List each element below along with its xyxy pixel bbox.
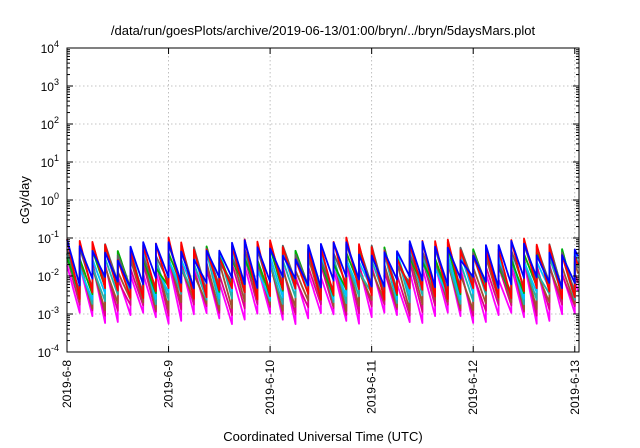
x-tick-label: 2019-6-10 (263, 360, 277, 415)
series-line (66, 259, 579, 325)
series-line (66, 236, 579, 301)
y-tick-label: 101 (41, 153, 59, 170)
x-tick-label: 2019-6-13 (568, 360, 582, 415)
x-tick-label: 2019-6-9 (162, 360, 176, 408)
chart-title: /data/run/goesPlots/archive/2019-06-13/0… (111, 23, 536, 38)
x-tick-label: 2019-6-12 (466, 360, 480, 415)
series-line (66, 239, 579, 289)
y-tick-labels: 10-4 10-3 10-2 10-1 100 101 102 103 104 (38, 39, 59, 360)
y-tick-label: 10-1 (38, 229, 59, 246)
y-tick-label: 103 (41, 77, 59, 94)
y-tick-label: 10-3 (38, 305, 59, 322)
series-layer (66, 236, 579, 325)
x-tick-label: 2019-6-8 (60, 360, 74, 408)
x-tick-label: 2019-6-11 (365, 360, 379, 414)
y-tick-label: 10-2 (38, 267, 59, 284)
y-tick-label: 10-4 (38, 343, 59, 360)
x-tick-labels: 2019-6-8 2019-6-9 2019-6-10 2019-6-11 2019-6… (60, 360, 582, 415)
y-axis-label: cGy/day (17, 176, 32, 224)
x-axis-label: Coordinated Universal Time (UTC) (223, 429, 422, 444)
y-tick-label: 104 (41, 39, 59, 56)
tick-marks (66, 47, 579, 353)
y-tick-label: 100 (41, 191, 59, 208)
y-tick-label: 102 (41, 115, 59, 132)
